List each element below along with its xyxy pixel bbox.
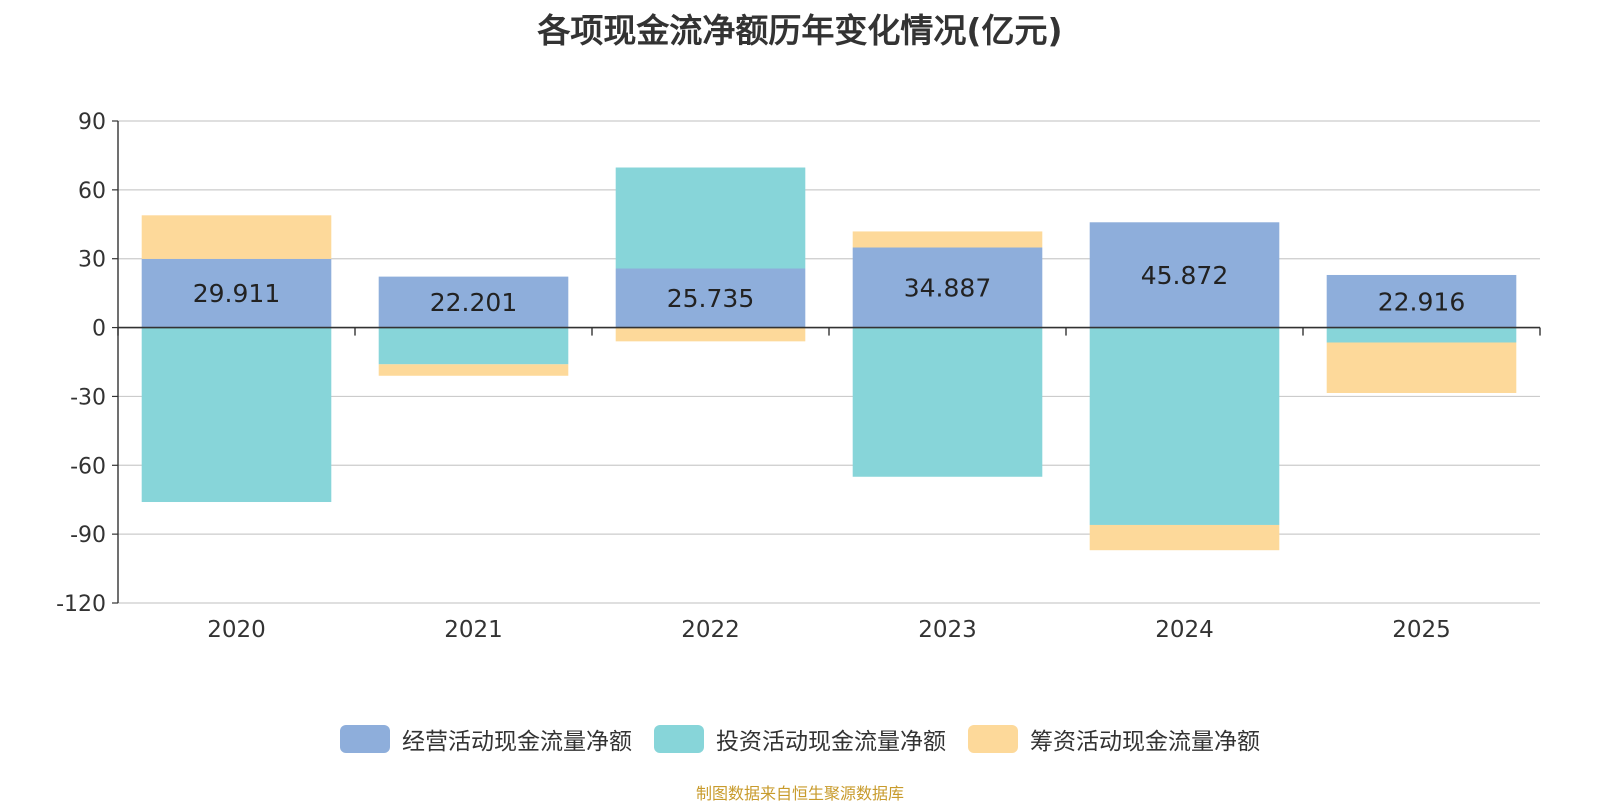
- bar-financing-2020[interactable]: [141, 215, 332, 259]
- legend-swatch-financing: [968, 725, 1018, 753]
- legend-item-operating[interactable]: 经营活动现金流量净额: [340, 722, 632, 756]
- bar-investing-2024[interactable]: [1089, 327, 1280, 525]
- legend-swatch-investing: [654, 725, 704, 753]
- bar-financing-2024[interactable]: [1089, 524, 1280, 551]
- bar-operating-2024[interactable]: [1089, 222, 1280, 328]
- y-tick-label: -30: [70, 385, 106, 410]
- bar-financing-2022[interactable]: [615, 327, 806, 342]
- bar-operating-2022[interactable]: [615, 268, 806, 328]
- x-tick-label-2022: 2022: [681, 617, 740, 643]
- data-label-operating-2020: 29.911: [193, 279, 280, 308]
- legend-item-investing[interactable]: 投资活动现金流量净额: [654, 722, 946, 756]
- bar-financing-2021[interactable]: [378, 364, 569, 376]
- chart-title: 各项现金流净额历年变化情况(亿元): [537, 11, 1063, 50]
- y-tick-label: 30: [78, 248, 106, 273]
- bar-operating-2021[interactable]: [378, 276, 569, 328]
- label-layer: 29.911 22.201 25.735 34.887 45.872 22.916: [193, 261, 1465, 317]
- source-note: 制图数据来自恒生聚源数据库: [695, 784, 904, 803]
- bar-financing-2023[interactable]: [852, 231, 1043, 248]
- y-tick-label: 90: [78, 110, 106, 135]
- bar-layer: [141, 167, 1517, 551]
- bar-operating-2020[interactable]: [141, 258, 332, 328]
- y-tick-label: -90: [70, 523, 106, 548]
- data-label-operating-2022: 25.735: [667, 284, 754, 313]
- legend: 经营活动现金流量净额 投资活动现金流量净额 筹资活动现金流量净额: [0, 722, 1600, 756]
- data-label-operating-2024: 45.872: [1141, 261, 1228, 290]
- bar-investing-2020[interactable]: [141, 327, 332, 503]
- data-label-operating-2021: 22.201: [430, 288, 517, 317]
- data-label-operating-2023: 34.887: [904, 274, 991, 303]
- x-tick-label-2020: 2020: [207, 617, 266, 643]
- bar-operating-2023[interactable]: [852, 247, 1043, 328]
- x-tick-label-2025: 2025: [1392, 617, 1451, 643]
- y-tick-label: 60: [78, 179, 106, 204]
- bar-investing-2025[interactable]: [1326, 327, 1517, 343]
- bar-investing-2023[interactable]: [852, 327, 1043, 477]
- y-tick-label: 0: [92, 317, 106, 342]
- bar-financing-2025[interactable]: [1326, 342, 1517, 393]
- bar-investing-2021[interactable]: [378, 327, 569, 365]
- legend-item-financing[interactable]: 筹资活动现金流量净额: [968, 722, 1260, 756]
- bar-investing-2022[interactable]: [615, 167, 806, 269]
- legend-swatch-operating: [340, 725, 390, 753]
- x-tick-label-2021: 2021: [444, 617, 503, 643]
- y-tick-label: -120: [56, 592, 106, 617]
- data-label-operating-2025: 22.916: [1378, 287, 1465, 316]
- legend-label-operating: 经营活动现金流量净额: [402, 729, 632, 755]
- x-tick-label-2024: 2024: [1155, 617, 1214, 643]
- x-tick-label-2023: 2023: [918, 617, 977, 643]
- legend-label-investing: 投资活动现金流量净额: [716, 729, 946, 755]
- y-tick-label: -60: [70, 454, 106, 479]
- axis-layer: 90 60 30 0 -30 -60 -90 -120 2020 2021 2022 2023 2024…: [56, 110, 1541, 643]
- bar-operating-2025[interactable]: [1326, 274, 1517, 328]
- legend-label-financing: 筹资活动现金流量净额: [1030, 729, 1260, 755]
